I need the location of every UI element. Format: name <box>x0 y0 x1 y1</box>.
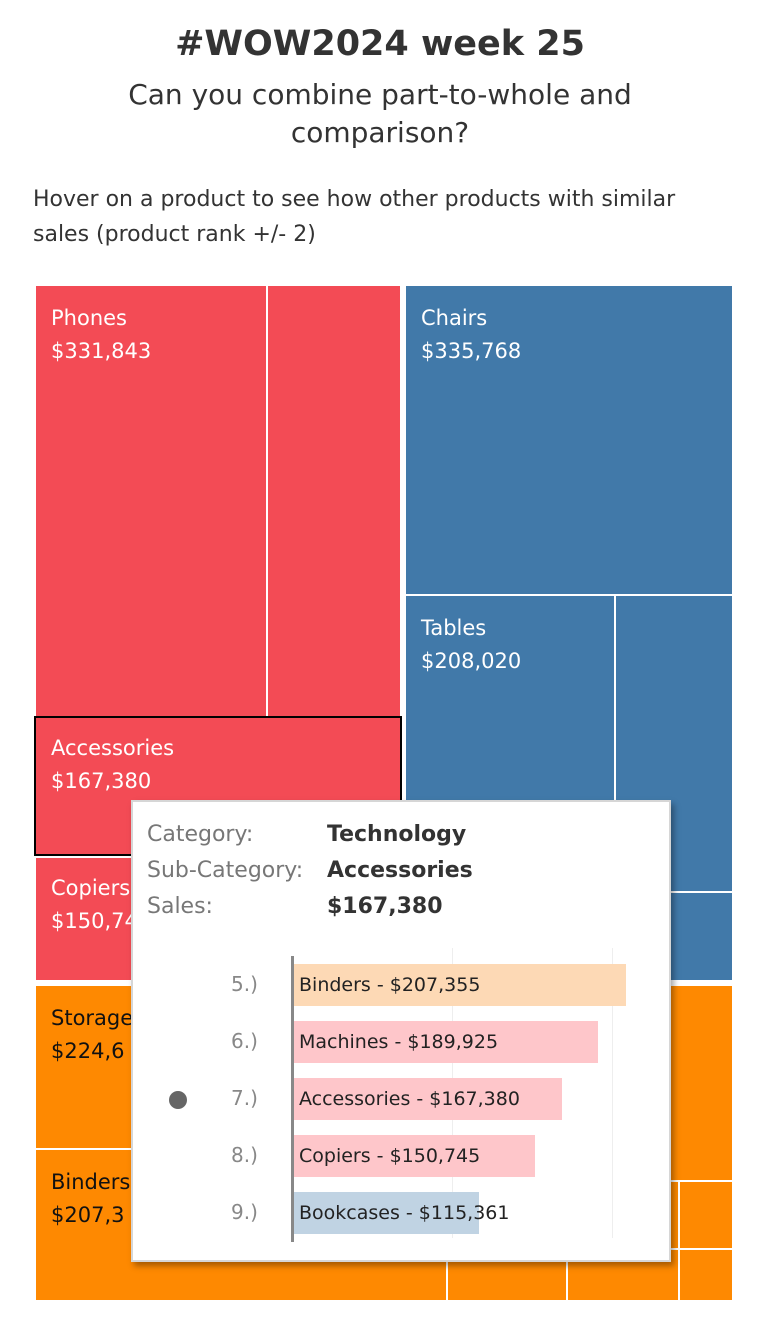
cell-name: Phones <box>51 306 127 330</box>
dashboard-subtitle: Can you combine part-to-whole and compar… <box>128 78 632 149</box>
cell-sales: $335,768 <box>421 339 522 363</box>
cell-sales: $167,380 <box>51 769 152 793</box>
cell-name: Binders <box>51 1170 131 1194</box>
gridline <box>612 948 613 1238</box>
cell-label: Chairs $335,768 <box>421 302 521 368</box>
tooltip-category-label: Category: <box>147 822 254 847</box>
treemap-cell-phones[interactable]: Phones $331,843 <box>36 286 266 716</box>
cell-name: Tables <box>421 616 487 640</box>
rank-label: 5.) <box>231 972 258 996</box>
bar-axis-line <box>291 956 294 1242</box>
cell-sales: $207,3 <box>51 1203 125 1227</box>
bar-label: Binders - $207,355 <box>299 974 481 996</box>
treemap-cell-chairs[interactable]: Chairs $335,768 <box>406 286 732 594</box>
cell-label: Phones $331,843 <box>51 302 151 368</box>
bar-label: Machines - $189,925 <box>299 1031 499 1053</box>
cell-name: Storage <box>51 1006 134 1030</box>
dashboard-title: #WOW2024 week 25 <box>175 24 585 64</box>
tooltip-subcategory-label: Sub-Category: <box>147 858 304 883</box>
cell-sales: $331,843 <box>51 339 152 363</box>
treemap-cell-machines[interactable] <box>268 286 400 716</box>
bar-machines <box>294 1021 598 1063</box>
bar-accessories <box>294 1078 562 1120</box>
rank-label: 6.) <box>231 1029 258 1053</box>
tooltip-sales-value: $167,380 <box>327 894 443 919</box>
cell-label: Tables $208,020 <box>421 612 521 678</box>
bar-binders <box>294 964 626 1006</box>
treemap-cell[interactable] <box>680 1182 732 1248</box>
tooltip-sales-label: Sales: <box>147 894 213 919</box>
rank-label: 8.) <box>231 1143 258 1167</box>
bar-copiers <box>294 1135 536 1177</box>
cell-name: Chairs <box>421 306 488 330</box>
bar-label: Bookcases - $115,361 <box>299 1202 510 1224</box>
bar-label: Copiers - $150,745 <box>299 1145 481 1167</box>
tooltip-category-value: Technology <box>327 822 467 847</box>
rank-label: 7.) <box>231 1086 258 1110</box>
bar-label: Accessories - $167,380 <box>299 1088 520 1110</box>
cell-sales: $224,6 <box>51 1039 125 1063</box>
cell-label: Binders $207,3 <box>51 1166 130 1232</box>
rank-label: 9.) <box>231 1200 258 1224</box>
cell-name: Copiers <box>51 876 131 900</box>
tooltip-subcategory-value: Accessories <box>327 858 473 883</box>
cell-sales: $208,020 <box>421 649 522 673</box>
cell-name: Accessories <box>51 736 175 760</box>
tooltip: Category: Technology Sub-Category: Acces… <box>131 800 671 1262</box>
current-item-dot-icon <box>169 1091 187 1109</box>
bar-bookcases <box>294 1192 479 1234</box>
cell-label: Storage $224,6 <box>51 1002 133 1068</box>
dashboard-description: Hover on a product to see how other prod… <box>33 187 676 247</box>
cell-label: Accessories $167,380 <box>51 732 174 798</box>
treemap-cell[interactable] <box>680 1250 732 1300</box>
